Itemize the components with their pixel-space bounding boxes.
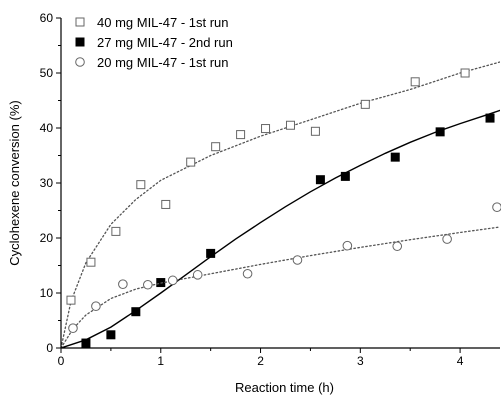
series-1-point	[186, 157, 196, 167]
series-3-point	[342, 240, 353, 251]
series-3	[61, 202, 501, 348]
legend-marker-2	[75, 37, 85, 47]
series-2-point	[131, 307, 141, 317]
y-tick-label: 40	[40, 121, 54, 135]
x-axis-title: Reaction time (h)	[235, 380, 334, 395]
series-3-point	[167, 275, 178, 286]
series-2-point	[390, 152, 400, 162]
series-2-fit-curve	[61, 109, 500, 348]
series-1-point	[211, 142, 221, 152]
y-tick-label: 30	[40, 176, 54, 190]
y-tick-label: 60	[40, 11, 54, 25]
series-3-point	[68, 323, 78, 334]
plot-area	[61, 61, 501, 348]
series-3-point	[143, 279, 153, 290]
series-1-point	[236, 130, 246, 140]
legend-marker-3	[75, 57, 85, 67]
series-1-point	[310, 126, 320, 136]
series-2-point	[485, 113, 495, 123]
legend-marker-1	[75, 17, 85, 27]
series-1-point	[460, 68, 470, 78]
series-2-point	[106, 330, 116, 340]
series-1-point	[410, 77, 420, 87]
series-3-point	[118, 279, 128, 290]
legend-label-1: 40 mg MIL-47 - 1st run	[97, 15, 229, 30]
series-2	[61, 109, 500, 348]
series-1-point	[360, 99, 370, 109]
series-2-point	[435, 127, 445, 137]
series-1-point	[136, 180, 146, 190]
series-1-point	[261, 124, 271, 134]
series-2-point	[81, 338, 91, 348]
series-3-point	[392, 241, 403, 252]
series-2-point	[206, 248, 216, 258]
y-axis-title: Cyclohexene conversion (%)	[7, 100, 22, 265]
series-1-fit-curve	[61, 61, 500, 348]
series-3-point	[492, 202, 501, 212]
y-tick-label: 20	[40, 231, 54, 245]
legend-label-2: 27 mg MIL-47 - 2nd run	[97, 35, 233, 50]
series-1-point	[285, 120, 295, 130]
series-3-point	[242, 268, 253, 279]
series-3-point	[292, 255, 303, 265]
series-3-point	[192, 270, 203, 280]
series-1-point	[66, 295, 76, 305]
legend: 40 mg MIL-47 - 1st run 27 mg MIL-47 - 2nd…	[75, 15, 233, 70]
y-tick-label: 10	[40, 286, 54, 300]
x-tick-label: 1	[157, 354, 164, 368]
series-3-point	[91, 301, 101, 312]
series-1-point	[111, 226, 121, 236]
series-1-point	[161, 199, 171, 209]
series-2-point	[340, 171, 350, 181]
series-1	[61, 61, 500, 348]
x-tick-label: 4	[457, 354, 464, 368]
series-1-point	[86, 257, 96, 267]
y-tick-label: 0	[46, 341, 53, 355]
series-2-point	[315, 175, 325, 185]
series-3-point	[442, 234, 452, 244]
x-tick-label: 3	[357, 354, 364, 368]
legend-label-3: 20 mg MIL-47 - 1st run	[97, 55, 229, 70]
x-tick-label: 2	[257, 354, 264, 368]
x-tick-label: 0	[58, 354, 65, 368]
series-3-fit-curve	[61, 226, 500, 348]
y-tick-label: 50	[40, 66, 54, 80]
